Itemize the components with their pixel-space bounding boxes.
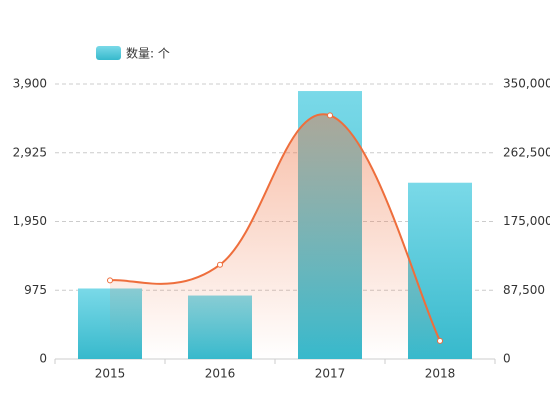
x-tick-label: 2015: [95, 367, 126, 381]
y2-tick-label: 175,000: [503, 214, 550, 228]
y2-tick-label: 350,000: [503, 77, 550, 91]
line: [109, 113, 441, 342]
y2-tick-label: 0: [503, 352, 511, 366]
y2-tick-label: 87,500: [503, 283, 545, 297]
line-point: [217, 261, 223, 268]
x-tick-label: 2016: [205, 367, 236, 381]
x-tick-label: 2018: [425, 367, 456, 381]
y-tick-label: 0: [39, 352, 47, 366]
y-tick-label: 2,925: [13, 145, 47, 159]
legend-label: 数量: 个: [126, 46, 170, 61]
line-point: [327, 112, 333, 119]
x-tick-label: 2017: [315, 367, 346, 381]
line-point: [437, 337, 443, 344]
line-point: [107, 277, 113, 284]
line-area: [110, 114, 440, 359]
y2-tick-label: 262,500: [503, 145, 550, 159]
legend-swatch: [96, 46, 121, 60]
y-tick-label: 3,900: [13, 77, 47, 91]
y-tick-label: 975: [24, 283, 47, 297]
y-tick-label: 1,950: [13, 214, 47, 228]
